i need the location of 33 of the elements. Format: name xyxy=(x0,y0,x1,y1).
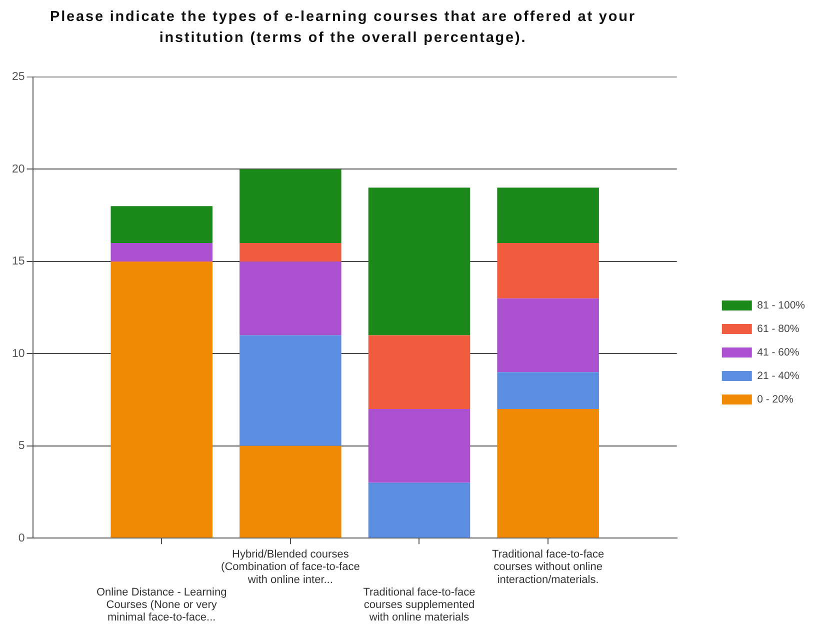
chart-title: Please indicate the types of e-learning courses that are offered at your institution (terms of the overall percentage). xyxy=(49,8,637,48)
legend-label: 21 - 40% xyxy=(757,370,800,382)
bar xyxy=(110,206,212,243)
bar xyxy=(110,261,212,538)
bar xyxy=(368,335,470,409)
legend-label: 41 - 60% xyxy=(757,346,800,358)
bar xyxy=(240,446,342,538)
y-tick-label: 25 xyxy=(12,71,25,84)
bar xyxy=(368,482,470,538)
bar xyxy=(240,335,342,446)
y-tick-label: 0 xyxy=(18,532,25,544)
x-tick-label: Hybrid/Blended courses (Combination of face-to-face with online inter... xyxy=(221,548,360,586)
bar xyxy=(240,242,342,262)
y-tick-label: 20 xyxy=(12,163,25,176)
y-tick-label: 5 xyxy=(18,440,25,452)
bar xyxy=(497,408,599,538)
x-tick-label: Online Distance - Learning Courses (None or very minimal face-to-face... xyxy=(96,586,227,624)
bar xyxy=(110,242,212,262)
x-tick-label: Traditional face-to-face courses supplemented with online materials xyxy=(363,586,476,624)
bar xyxy=(497,188,599,243)
bar xyxy=(368,408,470,483)
bar xyxy=(240,261,342,336)
bar xyxy=(497,372,599,409)
bar xyxy=(497,298,599,372)
bar xyxy=(368,188,470,336)
bar xyxy=(240,169,342,243)
legend-label: 81 - 100% xyxy=(757,299,806,312)
bar xyxy=(497,242,599,298)
legend-label: 0 - 20% xyxy=(757,393,794,406)
y-tick-label: 15 xyxy=(12,256,25,268)
legend-label: 61 - 80% xyxy=(757,322,800,335)
y-tick-label: 10 xyxy=(12,348,25,360)
x-tick-label: Traditional face-to-face courses without online interaction/materials. xyxy=(492,548,604,586)
